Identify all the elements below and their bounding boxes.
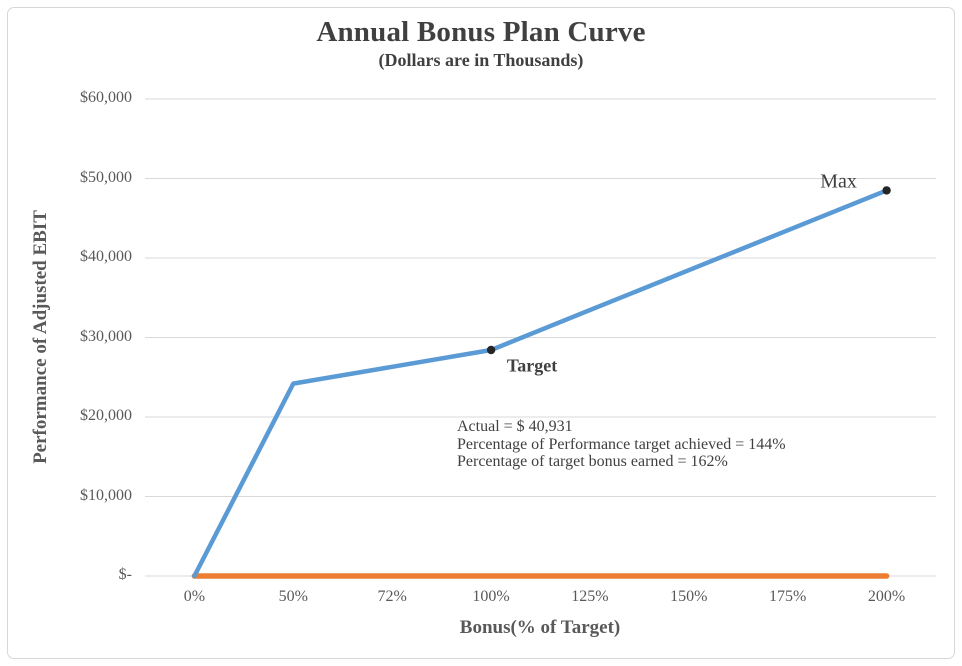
data-point-marker-max bbox=[882, 186, 891, 195]
annotation-line: Percentage of target bonus earned = 162% bbox=[457, 453, 728, 470]
x-tick-label: 200% bbox=[867, 588, 906, 605]
data-point-marker-target bbox=[486, 345, 496, 355]
chart-subtitle: (Dollars are in Thousands) bbox=[378, 50, 584, 70]
annotation-line: Actual = $ 40,931 bbox=[457, 418, 573, 435]
y-tick-label: $40,000 bbox=[80, 248, 132, 265]
x-tick-label: 72% bbox=[377, 588, 407, 605]
point-label-max: Max bbox=[820, 170, 857, 193]
x-tick-label: 150% bbox=[670, 588, 708, 605]
annotation-block: Actual = $ 40,931 Percentage of Performan… bbox=[457, 418, 786, 471]
x-tick-label: 175% bbox=[769, 588, 807, 605]
y-tick-label: $- bbox=[118, 566, 132, 583]
y-tick-label: $20,000 bbox=[80, 407, 132, 424]
y-tick-label: $30,000 bbox=[80, 327, 132, 345]
x-tick-label: 50% bbox=[278, 588, 308, 605]
y-tick-label: $10,000 bbox=[80, 486, 132, 504]
point-label-target: Target bbox=[506, 355, 558, 376]
chart-title: Annual Bonus Plan Curve bbox=[316, 16, 646, 48]
y-tick-label: $60,000 bbox=[80, 89, 132, 106]
y-tick-label: $50,000 bbox=[80, 168, 132, 186]
x-tick-label: 125% bbox=[571, 588, 609, 605]
x-tick-label: 100% bbox=[472, 588, 510, 605]
chart-border bbox=[7, 7, 955, 659]
x-axis-title: Bonus(% of Target) bbox=[459, 617, 621, 638]
annotation-line: Percentage of Performance target achieve… bbox=[457, 435, 786, 453]
x-tick-label: 0% bbox=[183, 588, 206, 605]
series-line-bonus-curve bbox=[192, 188, 889, 579]
